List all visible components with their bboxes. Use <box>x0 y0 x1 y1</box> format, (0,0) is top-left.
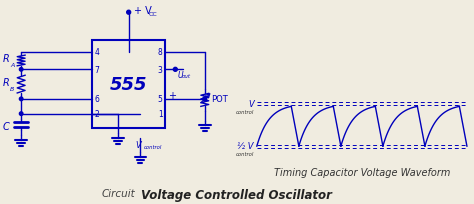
Text: 8: 8 <box>158 48 163 57</box>
Text: +: + <box>168 91 176 100</box>
Text: 1: 1 <box>158 110 163 119</box>
Text: 5: 5 <box>158 95 163 104</box>
Text: Timing Capacitor Voltage Waveform: Timing Capacitor Voltage Waveform <box>273 167 450 177</box>
Text: R: R <box>3 54 9 64</box>
Text: 3: 3 <box>158 65 163 74</box>
Text: U: U <box>177 71 183 80</box>
Circle shape <box>19 112 23 116</box>
Text: control: control <box>144 144 162 150</box>
Text: C: C <box>3 122 9 132</box>
Text: Voltage Controlled Oscillator: Voltage Controlled Oscillator <box>141 188 332 201</box>
Circle shape <box>19 98 23 101</box>
Text: 6: 6 <box>95 95 100 104</box>
Text: 4: 4 <box>95 48 100 57</box>
Text: control: control <box>236 151 254 156</box>
Text: B: B <box>10 86 14 91</box>
Bar <box>92 41 165 129</box>
Text: control: control <box>236 109 254 114</box>
Text: ½ V: ½ V <box>237 141 254 150</box>
Text: + V: + V <box>134 6 151 16</box>
Text: Circuit: Circuit <box>102 188 136 198</box>
Text: 555: 555 <box>110 76 147 94</box>
Circle shape <box>173 68 177 72</box>
Circle shape <box>203 98 207 101</box>
Circle shape <box>127 11 131 15</box>
Text: POT: POT <box>210 95 228 104</box>
Text: out: out <box>182 74 191 79</box>
Circle shape <box>19 68 23 72</box>
Text: A: A <box>10 63 14 68</box>
Text: 7: 7 <box>95 65 100 74</box>
Text: V: V <box>248 100 254 109</box>
Text: V: V <box>136 141 141 150</box>
Text: 2: 2 <box>95 110 100 119</box>
Text: R: R <box>3 78 9 88</box>
Text: CC: CC <box>148 12 157 17</box>
